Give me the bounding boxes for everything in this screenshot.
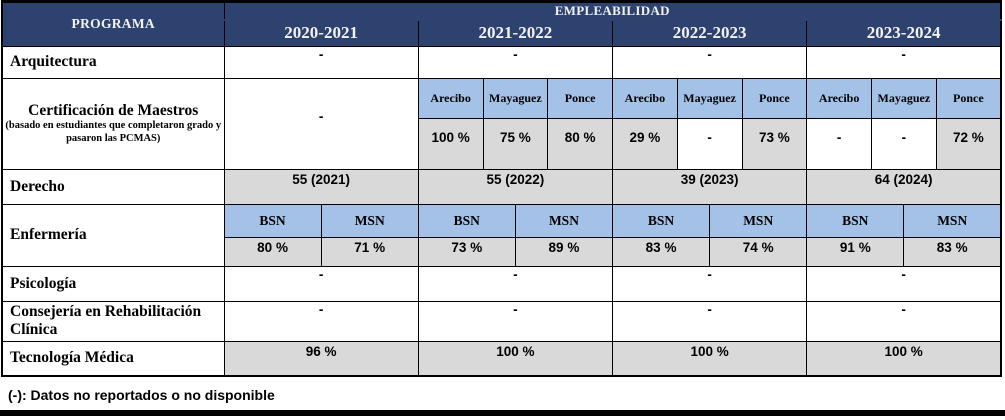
consejeria-value-cell: - [417, 300, 614, 342]
enfermeria-value-cell: 71 % [320, 236, 419, 267]
program-label-derecho: Derecho [1, 168, 225, 205]
certificacion-value-cell: 72 % [935, 117, 1002, 170]
certificacion-label-main: Certificación de Maestros [28, 101, 199, 119]
derecho-value-cell: 55 (2022) [417, 168, 614, 205]
program-label-psicologia: Psicología [1, 265, 225, 302]
derecho-value-cell: 55 (2021) [223, 168, 419, 205]
campus-header-ponce: Ponce [935, 77, 1002, 119]
campus-header-arecibo: Arecibo [612, 77, 678, 119]
degree-header-bsn: BSN [417, 203, 516, 238]
psicologia-value-cell: - [223, 265, 419, 302]
degree-header-msn: MSN [709, 203, 808, 238]
arquitectura-value-cell: - [611, 45, 808, 79]
certificacion-2020-2021-cell: - [223, 77, 419, 170]
empleabilidad-title: EMPLEABILIDAD [223, 1, 1002, 21]
certificacion-value-cell: 75 % [482, 117, 549, 170]
degree-header-msn: MSN [514, 203, 614, 238]
enfermeria-value-cell: 80 % [223, 236, 322, 267]
program-label-certificacion: Certificación de Maestros (basado en est… [1, 77, 225, 170]
consejeria-value-cell: - [806, 300, 1002, 342]
certificacion-value-cell: 80 % [547, 117, 613, 170]
enfermeria-value-cell: 91 % [806, 236, 905, 267]
enfermeria-value-cell: 83 % [903, 236, 1002, 267]
campus-header-arecibo: Arecibo [417, 77, 484, 119]
arquitectura-value-cell: - [417, 45, 614, 79]
psicologia-value-cell: - [417, 265, 614, 302]
arquitectura-value-cell: - [223, 45, 419, 79]
tecnologia-value-cell: 100 % [611, 340, 808, 377]
degree-header-bsn: BSN [611, 203, 711, 238]
derecho-value-cell: 64 (2024) [806, 168, 1002, 205]
certificacion-value-cell: - [871, 117, 937, 170]
programa-column-header: PROGRAMA [1, 1, 225, 47]
program-label-tecnologia: Tecnología Médica [1, 340, 225, 377]
enfermeria-value-cell: 74 % [709, 236, 808, 267]
employability-table: PROGRAMA EMPLEABILIDAD 2020-2021 2021-20… [1, 0, 1003, 377]
certificacion-value-cell: 100 % [417, 117, 484, 170]
enfermeria-value-cell: 89 % [514, 236, 614, 267]
consejeria-value-cell: - [611, 300, 808, 342]
tecnologia-value-cell: 100 % [806, 340, 1002, 377]
tecnologia-value-cell: 96 % [223, 340, 419, 377]
degree-header-msn: MSN [903, 203, 1002, 238]
arquitectura-value-cell: - [806, 45, 1002, 79]
bottom-divider [0, 410, 1005, 416]
certificacion-value-cell: - [806, 117, 872, 170]
psicologia-value-cell: - [611, 265, 808, 302]
certificacion-value-cell: 73 % [741, 117, 808, 170]
degree-header-bsn: BSN [806, 203, 905, 238]
campus-header-arecibo: Arecibo [806, 77, 872, 119]
consejeria-value-cell: - [223, 300, 419, 342]
year-header: 2023-2024 [806, 19, 1002, 47]
campus-header-ponce: Ponce [547, 77, 613, 119]
campus-header-ponce: Ponce [741, 77, 808, 119]
campus-header-mayaguez: Mayaguez [871, 77, 937, 119]
campus-header-mayaguez: Mayaguez [482, 77, 549, 119]
program-label-consejeria: Consejería en Rehabilitación Clínica [1, 300, 225, 342]
footnote-text: (-): Datos no reportados o no disponible [8, 387, 275, 403]
certificacion-value-cell: 29 % [612, 117, 678, 170]
year-header: 2020-2021 [223, 19, 419, 47]
degree-header-msn: MSN [320, 203, 419, 238]
campus-header-mayaguez: Mayaguez [676, 77, 743, 119]
program-label-enfermeria: Enfermería [1, 203, 225, 267]
certificacion-value-cell: - [676, 117, 743, 170]
year-header: 2022-2023 [611, 19, 808, 47]
enfermeria-value-cell: 83 % [611, 236, 711, 267]
enfermeria-value-cell: 73 % [417, 236, 516, 267]
program-label-arquitectura: Arquitectura [1, 45, 225, 79]
tecnologia-value-cell: 100 % [417, 340, 614, 377]
year-header: 2021-2022 [417, 19, 614, 47]
degree-header-bsn: BSN [223, 203, 322, 238]
psicologia-value-cell: - [806, 265, 1002, 302]
certificacion-label-sub: (basado en estudiantes que completaron g… [5, 120, 222, 144]
derecho-value-cell: 39 (2023) [611, 168, 808, 205]
